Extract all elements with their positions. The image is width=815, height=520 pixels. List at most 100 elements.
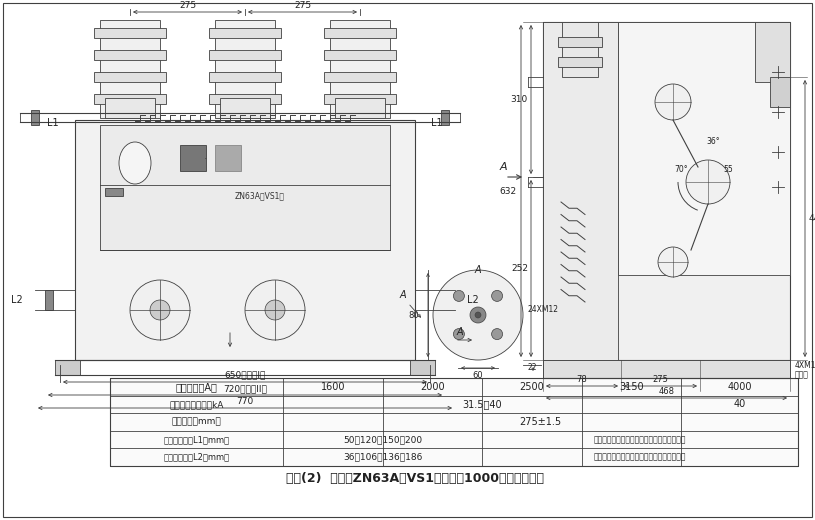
Circle shape bbox=[453, 329, 465, 340]
Bar bbox=[330, 20, 390, 118]
Circle shape bbox=[453, 290, 465, 302]
Text: 相间距离（mm）: 相间距离（mm） bbox=[172, 418, 222, 426]
Bar bbox=[110, 378, 798, 466]
Bar bbox=[94, 28, 166, 38]
Text: 720（位置II）: 720（位置II） bbox=[223, 384, 267, 394]
Text: 1600: 1600 bbox=[320, 382, 345, 392]
Text: 36°: 36° bbox=[706, 137, 720, 147]
Bar bbox=[543, 22, 618, 360]
Bar bbox=[94, 94, 166, 104]
Bar bbox=[55, 360, 80, 375]
Text: 50，120，150，200: 50，120，150，200 bbox=[343, 435, 422, 444]
Text: 275: 275 bbox=[294, 1, 311, 9]
Text: 770: 770 bbox=[236, 397, 253, 407]
Bar bbox=[335, 98, 385, 118]
Bar bbox=[215, 20, 275, 118]
Text: A: A bbox=[499, 162, 507, 172]
Text: 55: 55 bbox=[723, 165, 733, 175]
Circle shape bbox=[686, 160, 730, 204]
Text: 3150: 3150 bbox=[619, 382, 644, 392]
Text: 安装孔: 安装孔 bbox=[795, 370, 808, 380]
Bar bbox=[410, 360, 435, 375]
Bar bbox=[324, 28, 396, 38]
Text: 310: 310 bbox=[511, 95, 528, 104]
Bar bbox=[100, 20, 160, 118]
Circle shape bbox=[265, 300, 285, 320]
Text: 24XM12: 24XM12 bbox=[528, 305, 559, 315]
Circle shape bbox=[658, 247, 688, 277]
Bar bbox=[618, 22, 790, 275]
Bar bbox=[94, 72, 166, 82]
Bar bbox=[180, 145, 206, 171]
Text: 632: 632 bbox=[500, 187, 517, 196]
Text: 机构主轴联锁L2（mm）: 机构主轴联锁L2（mm） bbox=[164, 453, 230, 462]
Bar bbox=[215, 145, 241, 171]
Text: L2: L2 bbox=[11, 295, 23, 305]
Bar bbox=[100, 125, 390, 250]
Bar bbox=[770, 77, 790, 107]
Text: L1: L1 bbox=[431, 118, 443, 128]
Text: A: A bbox=[474, 265, 482, 275]
Bar bbox=[562, 22, 598, 77]
Bar bbox=[558, 37, 602, 47]
Bar bbox=[543, 360, 790, 378]
Text: L1: L1 bbox=[47, 118, 59, 128]
Circle shape bbox=[491, 329, 503, 340]
Bar bbox=[755, 22, 790, 82]
Text: 22: 22 bbox=[528, 363, 538, 372]
Bar bbox=[105, 188, 123, 196]
Circle shape bbox=[491, 290, 503, 302]
Text: 468: 468 bbox=[659, 387, 675, 396]
Text: 60: 60 bbox=[473, 371, 483, 381]
Text: 图二(2)  固定式ZN63A（VS1）断路器1000宽外形尺寸图: 图二(2) 固定式ZN63A（VS1）断路器1000宽外形尺寸图 bbox=[286, 472, 544, 485]
Bar bbox=[45, 290, 53, 310]
Text: 额定短路开断电流kA: 额定短路开断电流kA bbox=[170, 400, 224, 409]
Text: 275±1.5: 275±1.5 bbox=[519, 417, 562, 427]
Text: 4XM12: 4XM12 bbox=[795, 360, 815, 370]
Text: A: A bbox=[399, 290, 407, 300]
Text: ZN63A（VS1）: ZN63A（VS1） bbox=[235, 191, 285, 201]
Text: 2500: 2500 bbox=[519, 382, 544, 392]
Bar bbox=[543, 22, 790, 360]
Bar bbox=[209, 28, 281, 38]
Text: （联锁分左右伸出，长度可按客户要求定制）: （联锁分左右伸出，长度可按客户要求定制） bbox=[594, 453, 686, 462]
Ellipse shape bbox=[119, 142, 151, 184]
Circle shape bbox=[475, 312, 481, 318]
Text: 36，106，136，186: 36，106，136，186 bbox=[343, 453, 422, 462]
Text: （联锁分左右伸出，长度可按客户要求定制）: （联锁分左右伸出，长度可按客户要求定制） bbox=[594, 435, 686, 444]
Circle shape bbox=[150, 300, 170, 320]
Bar bbox=[324, 94, 396, 104]
Text: 2000: 2000 bbox=[420, 382, 445, 392]
Text: 275: 275 bbox=[179, 1, 196, 9]
Bar bbox=[94, 50, 166, 60]
Text: 650（位置I）: 650（位置I） bbox=[224, 370, 266, 380]
Bar bbox=[75, 120, 415, 360]
Circle shape bbox=[130, 280, 190, 340]
Bar bbox=[220, 98, 270, 118]
Bar bbox=[209, 72, 281, 82]
Bar bbox=[209, 94, 281, 104]
Bar bbox=[209, 50, 281, 60]
Text: ·: · bbox=[205, 154, 208, 164]
Text: 78: 78 bbox=[577, 375, 588, 384]
Bar bbox=[31, 110, 39, 125]
Text: L2: L2 bbox=[467, 295, 478, 305]
Circle shape bbox=[245, 280, 305, 340]
Bar bbox=[441, 110, 449, 125]
Text: 额定电流（A）: 额定电流（A） bbox=[176, 382, 218, 392]
Bar bbox=[558, 57, 602, 67]
Text: 80: 80 bbox=[408, 310, 419, 319]
Circle shape bbox=[433, 270, 523, 360]
Text: 445: 445 bbox=[809, 214, 815, 223]
Circle shape bbox=[470, 307, 486, 323]
Text: 机构顶部联锁L1（mm）: 机构顶部联锁L1（mm） bbox=[164, 435, 230, 444]
Text: A: A bbox=[456, 327, 463, 337]
Text: 252: 252 bbox=[511, 264, 528, 273]
Bar bbox=[324, 72, 396, 82]
Bar bbox=[324, 50, 396, 60]
Circle shape bbox=[655, 84, 691, 120]
Text: 70°: 70° bbox=[674, 165, 688, 175]
Text: 275: 275 bbox=[653, 375, 668, 384]
Bar bbox=[105, 98, 155, 118]
Bar bbox=[445, 290, 453, 310]
